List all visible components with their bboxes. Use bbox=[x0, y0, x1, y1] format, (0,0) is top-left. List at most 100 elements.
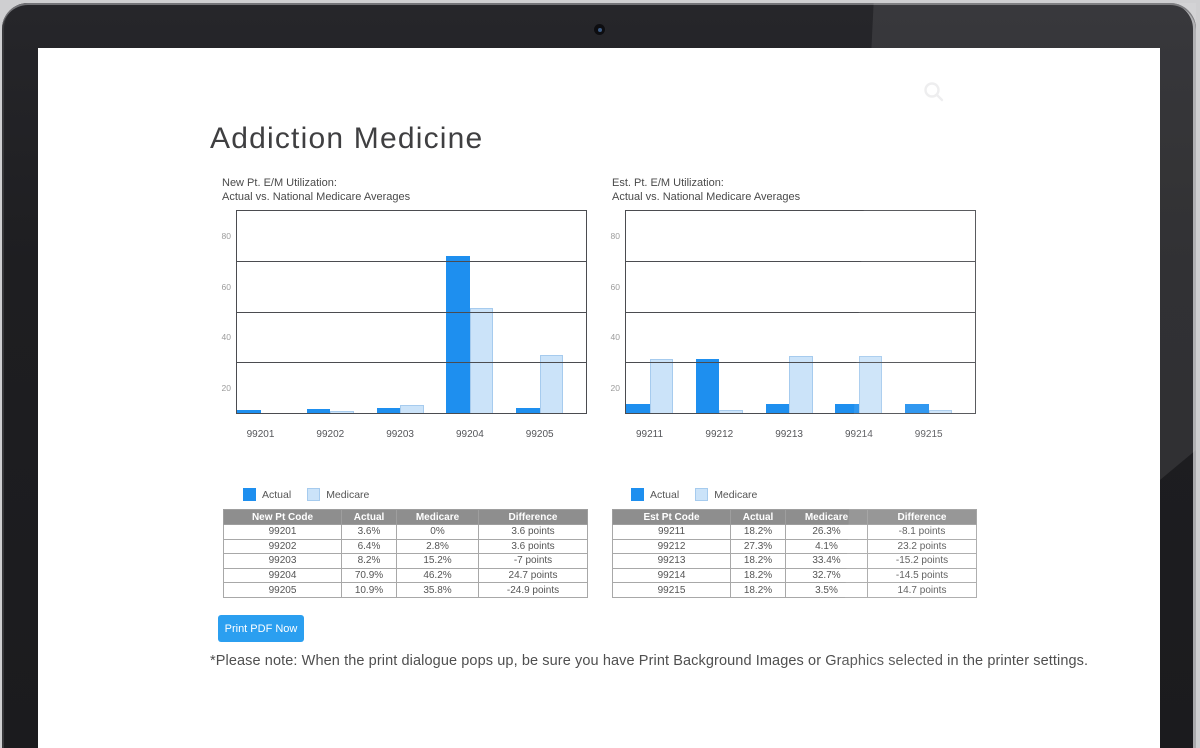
table-cell: 32.7% bbox=[785, 567, 868, 584]
gridline bbox=[626, 362, 975, 363]
x-axis-label: 99201 bbox=[246, 429, 275, 440]
print-settings-note: *Please note: When the print dialogue po… bbox=[210, 653, 1089, 669]
bar-medicare-99212 bbox=[719, 410, 743, 413]
table-cell: 99202 bbox=[223, 538, 342, 555]
legend-label: Actual bbox=[650, 488, 680, 501]
print-pdf-button[interactable]: Print PDF Now bbox=[218, 615, 304, 642]
table-cell: 26.3% bbox=[785, 524, 868, 540]
gridline bbox=[626, 311, 975, 313]
chart-legend: Actual Medicare bbox=[631, 488, 757, 501]
x-axis-label: 99215 bbox=[914, 429, 943, 440]
table-cell: 99215 bbox=[612, 582, 731, 598]
table-cell: 4.1% bbox=[785, 538, 868, 555]
page-title: Addiction Medicine bbox=[210, 122, 484, 155]
table-cell: 99213 bbox=[612, 553, 731, 569]
table-cell: 33.4% bbox=[785, 553, 868, 569]
x-axis-label: 99213 bbox=[775, 429, 803, 440]
table-header-cell: Difference bbox=[867, 509, 977, 525]
table-header-cell: Difference bbox=[478, 509, 588, 525]
table-cell: 0% bbox=[396, 524, 479, 540]
bar-medicare-99215 bbox=[928, 410, 953, 413]
table-row: 99214 18.2% 32.7% -14.5 points bbox=[612, 567, 977, 584]
x-axis-label: 99202 bbox=[316, 429, 345, 440]
gridline bbox=[237, 261, 586, 262]
table-header-cell: Medicare bbox=[396, 509, 479, 525]
table-cell: -15.2 points bbox=[867, 553, 977, 569]
table-cell: 99212 bbox=[612, 538, 731, 555]
legend-label: Medicare bbox=[326, 488, 370, 501]
table-cell: 3.6 points bbox=[478, 538, 588, 555]
table-header-cell: Medicare bbox=[785, 509, 868, 525]
table-cell: 99201 bbox=[223, 524, 342, 540]
legend-medicare-swatch bbox=[695, 488, 709, 501]
bar-medicare-99203 bbox=[400, 405, 424, 413]
bar-actual-99205 bbox=[516, 407, 540, 413]
bar-medicare-99202 bbox=[330, 411, 354, 413]
bar-chart-plot bbox=[236, 210, 587, 414]
x-axis-label: 99204 bbox=[455, 429, 484, 440]
table-cell: 3.5% bbox=[785, 582, 868, 598]
table-cell: -14.5 points bbox=[867, 567, 977, 584]
bar-actual-99212 bbox=[695, 358, 720, 413]
table-cell: 2.8% bbox=[396, 538, 479, 555]
table-cell: 6.4% bbox=[341, 538, 397, 555]
table-header-row: Est Pt Code Actual Medicare Difference bbox=[612, 509, 977, 525]
table-cell: -24.9 points bbox=[478, 582, 588, 598]
table-cell: 10.9% bbox=[341, 582, 397, 598]
bar-medicare-99213 bbox=[789, 356, 813, 413]
y-axis-label: 60 bbox=[610, 281, 620, 292]
table-cell: 23.2 points bbox=[867, 538, 977, 555]
table-cell: 8.2% bbox=[341, 553, 397, 569]
table-cell: 3.6% bbox=[341, 524, 397, 540]
bar-actual-99204 bbox=[446, 256, 470, 413]
search-icon[interactable] bbox=[923, 81, 945, 103]
table-header-cell: New Pt Code bbox=[223, 509, 342, 525]
legend-actual-swatch bbox=[631, 488, 644, 501]
table-cell: 35.8% bbox=[396, 582, 479, 598]
table-cell: 18.2% bbox=[730, 553, 786, 569]
chart-legend: Actual Medicare bbox=[243, 488, 369, 501]
table-cell: 99214 bbox=[612, 567, 731, 584]
x-axis-label: 99203 bbox=[386, 429, 414, 440]
bar-chart-plot bbox=[625, 210, 976, 414]
table-row: 99203 8.2% 15.2% -7 points bbox=[223, 553, 588, 569]
chart-title-line2: Actual vs. National Medicare Averages bbox=[612, 190, 801, 203]
table-cell: 46.2% bbox=[396, 567, 479, 584]
chart-title: New Pt. E/M Utilization: Actual vs. Natio… bbox=[222, 177, 410, 204]
table-cell: 99203 bbox=[223, 553, 342, 569]
table-row: 99213 18.2% 33.4% -15.2 points bbox=[612, 553, 977, 569]
gridline bbox=[237, 311, 586, 313]
table-row: 99204 70.9% 46.2% 24.7 points bbox=[223, 567, 588, 584]
chart-title-line1: Est. Pt. E/M Utilization: bbox=[612, 177, 724, 189]
y-axis-label: 20 bbox=[610, 382, 620, 393]
table-header-row: New Pt Code Actual Medicare Difference bbox=[223, 509, 588, 525]
table-cell: 18.2% bbox=[730, 582, 786, 598]
bar-medicare-99205 bbox=[539, 354, 564, 413]
table-row: 99215 18.2% 3.5% 14.7 points bbox=[612, 582, 977, 598]
laptop-screen: Addiction Medicine New Pt. E/M Utilizati… bbox=[38, 48, 1160, 748]
legend-actual-swatch bbox=[243, 488, 256, 501]
bar-actual-99211 bbox=[626, 404, 650, 413]
table-cell: -7 points bbox=[478, 553, 588, 569]
y-axis-label: 80 bbox=[221, 231, 231, 242]
x-axis-label: 99214 bbox=[844, 429, 873, 440]
table-cell: 18.2% bbox=[730, 567, 786, 584]
chart-title-line2: Actual vs. National Medicare Averages bbox=[222, 190, 411, 203]
table-row: 99202 6.4% 2.8% 3.6 points bbox=[223, 538, 588, 555]
bar-actual-99214 bbox=[835, 404, 859, 413]
bar-medicare-99204 bbox=[469, 308, 494, 413]
laptop-bezel: Addiction Medicine New Pt. E/M Utilizati… bbox=[2, 3, 1196, 748]
table-header-cell: Est Pt Code bbox=[612, 509, 731, 525]
bar-actual-99202 bbox=[306, 409, 331, 413]
table-row: 99211 18.2% 26.3% -8.1 points bbox=[612, 524, 977, 540]
table-cell: 14.7 points bbox=[867, 582, 977, 598]
legend-medicare-swatch bbox=[307, 488, 321, 501]
bar-medicare-99211 bbox=[649, 358, 673, 413]
chart-title: Est. Pt. E/M Utilization: Actual vs. Nati… bbox=[612, 177, 800, 204]
table-cell: 15.2% bbox=[396, 553, 479, 569]
table-row: 99201 3.6% 0% 3.6 points bbox=[223, 524, 588, 540]
bar-medicare-99214 bbox=[858, 356, 883, 413]
bar-actual-99203 bbox=[376, 407, 401, 413]
y-axis-label: 80 bbox=[610, 231, 620, 242]
table-cell: -8.1 points bbox=[867, 524, 977, 540]
